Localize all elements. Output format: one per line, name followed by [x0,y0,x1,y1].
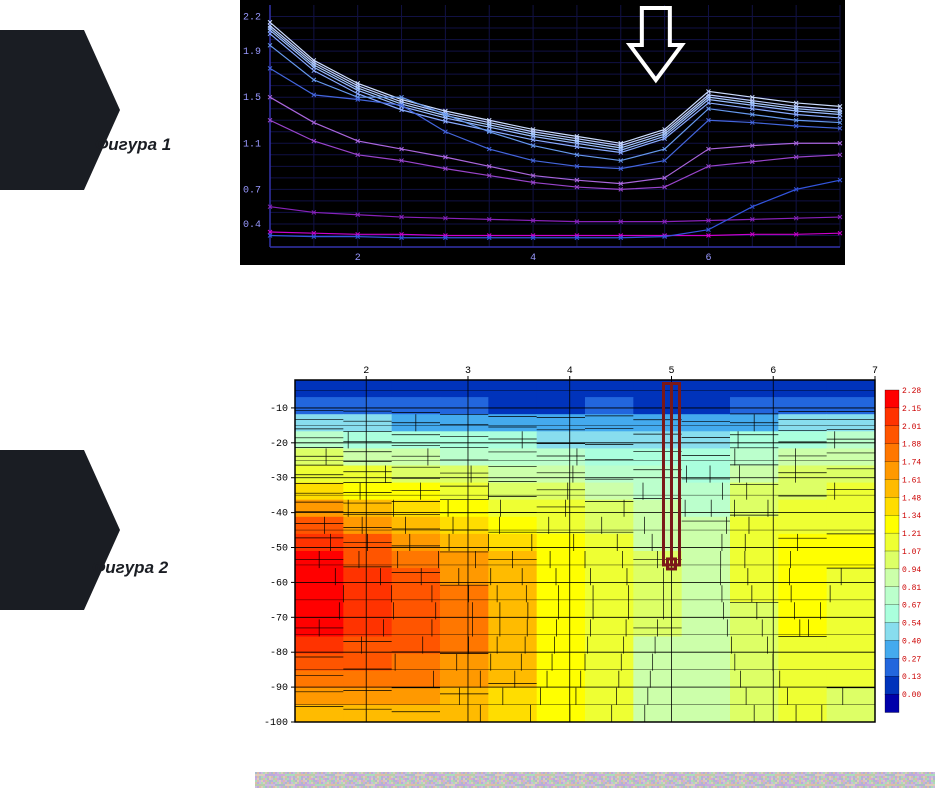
colorbar-swatch [885,623,899,641]
colorbar-label: 1.88 [902,441,921,450]
contour-heatmap: -10 -20 -30 -40 -50 -60 -70 -80 -90 -100 2 3 4 5 6 7 2.2… [255,360,935,730]
colorbar-label: 0.40 [902,637,921,646]
svg-text:-60: -60 [270,578,288,589]
colorbar-swatch [885,694,899,712]
svg-text:-10: -10 [270,404,288,415]
colorbar-swatch [885,497,899,515]
colorbar-swatch [885,551,899,569]
figure-2-label: Фигура 2 [92,558,168,578]
svg-text:2: 2 [355,253,361,264]
svg-text:-100: -100 [264,718,288,729]
colorbar-label: 2.01 [902,423,921,432]
colorbar-label: 1.21 [902,530,921,539]
colorbar-label: 2.15 [902,405,921,414]
colorbar-swatch [885,605,899,623]
colorbar-label: 1.61 [902,476,921,485]
svg-text:0.4: 0.4 [243,220,261,231]
colorbar-label: 0.13 [902,673,921,682]
svg-text:-40: -40 [270,509,288,520]
colorbar-swatch [885,533,899,551]
contour-heatmap-svg: -10 -20 -30 -40 -50 -60 -70 -80 -90 -100 2 3 4 5 6 7 2.2… [255,360,935,730]
colorbar-label: 2.28 [902,387,921,396]
svg-text:4: 4 [567,366,573,377]
svg-text:1.1: 1.1 [243,139,261,150]
colorbar-label: 1.34 [902,512,921,521]
noise-strip [255,772,935,788]
colorbar-swatch [885,587,899,605]
svg-text:-30: -30 [270,474,288,485]
colorbar-swatch [885,515,899,533]
line-chart-svg: 0.4 0.7 1.1 1.5 1.9 2.2 2 4 6 [240,0,845,265]
svg-text:6: 6 [705,253,711,264]
pentagon-marker-2 [0,450,120,610]
colorbar-swatch [885,676,899,694]
colorbar-label: 0.27 [902,655,921,664]
colorbar-swatch [885,444,899,462]
svg-text:-20: -20 [270,439,288,450]
colorbar-swatch [885,569,899,587]
svg-text:4: 4 [530,253,536,264]
colorbar-label: 0.67 [902,602,921,611]
svg-text:2: 2 [363,366,369,377]
svg-text:2.2: 2.2 [243,13,261,24]
colorbar-label: 0.81 [902,584,921,593]
colorbar-swatch [885,640,899,658]
colorbar-label: 0.54 [902,620,921,629]
svg-text:5: 5 [668,366,674,377]
svg-text:0.7: 0.7 [243,185,261,196]
colorbar-swatch [885,408,899,426]
svg-text:-80: -80 [270,648,288,659]
colorbar-swatch [885,390,899,408]
svg-text:7: 7 [872,366,878,377]
svg-text:-50: -50 [270,544,288,555]
colorbar-label: 0.94 [902,566,921,575]
colorbar-swatch [885,479,899,497]
svg-text:6: 6 [770,366,776,377]
colorbar-swatch [885,462,899,480]
svg-text:-90: -90 [270,683,288,694]
pentagon-marker-1 [0,30,120,190]
colorbar-swatch [885,658,899,676]
svg-text:1.5: 1.5 [243,93,261,104]
colorbar-label: 1.74 [902,459,921,468]
line-chart: 0.4 0.7 1.1 1.5 1.9 2.2 2 4 6 [240,0,845,265]
colorbar-label: 0.00 [902,691,921,700]
figure-1-label: Фигура 1 [95,135,171,155]
colorbar-label: 1.07 [902,548,921,557]
svg-text:3: 3 [465,366,471,377]
svg-text:1.9: 1.9 [243,47,261,58]
colorbar-swatch [885,426,899,444]
colorbar-label: 1.48 [902,494,921,503]
svg-text:-70: -70 [270,613,288,624]
